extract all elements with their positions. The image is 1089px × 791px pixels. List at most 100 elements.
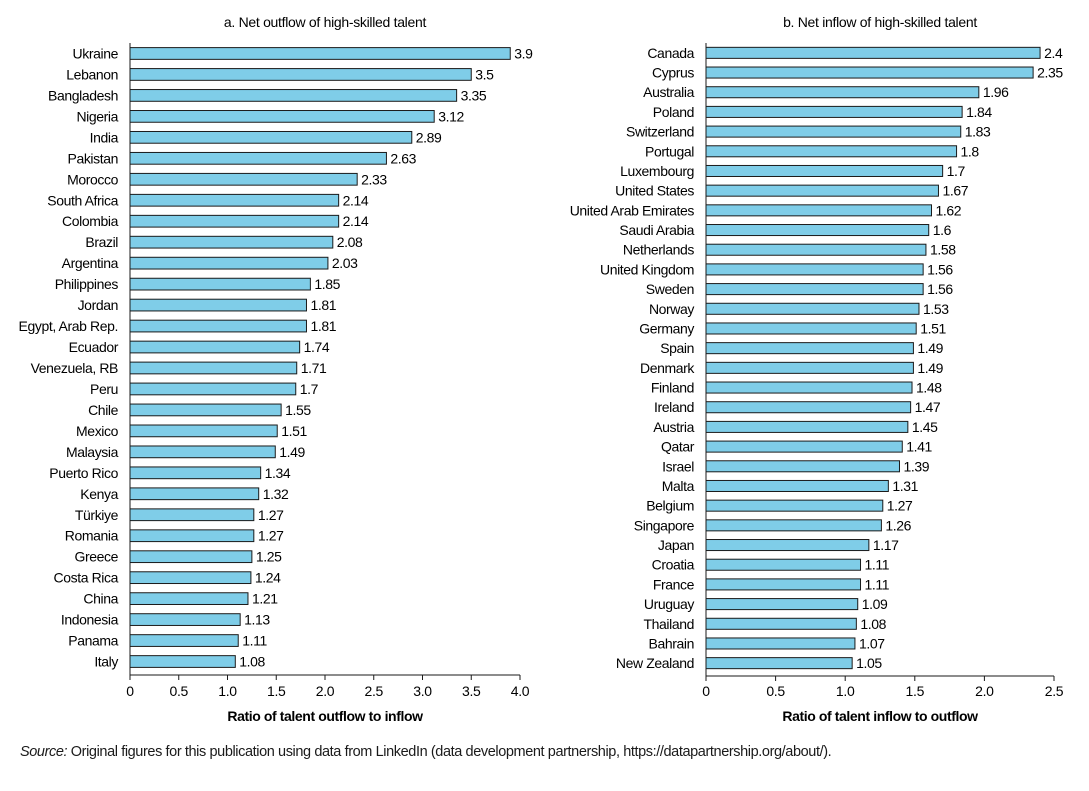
data-label: 1.8 [961, 143, 980, 159]
category-label: Luxembourg [620, 163, 694, 179]
bar [705, 617, 857, 630]
bar [129, 403, 282, 417]
category-label: Colombia [62, 213, 119, 229]
bar [129, 487, 260, 501]
data-label: 1.83 [965, 124, 991, 140]
category-label: Bangladesh [48, 87, 118, 103]
category-label: Norway [649, 301, 694, 317]
data-label: 1.49 [917, 360, 943, 376]
x-tick-label: 2.0 [316, 683, 335, 699]
data-label: 1.47 [915, 399, 941, 415]
bar [129, 424, 278, 438]
data-label: 3.35 [461, 87, 487, 103]
category-label: United States [615, 183, 694, 199]
data-label: 3.9 [514, 45, 533, 61]
panel-title: a. Net outflow of high-skilled talent [224, 14, 427, 30]
category-label: Italy [94, 654, 118, 670]
data-label: 1.27 [887, 498, 913, 514]
category-label: Switzerland [626, 124, 694, 140]
data-label: 2.08 [337, 234, 363, 250]
category-label: Brazil [85, 234, 118, 250]
data-label: 1.71 [301, 360, 327, 376]
bar [129, 172, 358, 186]
bar [705, 86, 980, 99]
data-label: 1.53 [923, 301, 949, 317]
data-label: 1.55 [285, 402, 311, 418]
data-label: 1.09 [862, 596, 888, 612]
data-label: 1.49 [917, 340, 943, 356]
data-label: 1.62 [936, 202, 962, 218]
bar [705, 598, 859, 611]
category-label: Qatar [661, 439, 695, 455]
category-label: Japan [658, 537, 694, 553]
category-label: Netherlands [623, 242, 694, 258]
x-tick-label: 4.0 [511, 683, 530, 699]
bar [129, 319, 307, 333]
category-label: Canada [647, 45, 694, 61]
source-text: Original figures for this publication us… [67, 744, 832, 760]
bar [129, 529, 255, 543]
category-label: Ireland [654, 399, 694, 415]
data-label: 2.14 [343, 213, 369, 229]
category-label: Portugal [645, 143, 694, 159]
bar [705, 243, 927, 256]
data-label: 1.27 [258, 528, 284, 544]
category-label: Ukraine [73, 45, 119, 61]
x-tick-label: 3.5 [462, 683, 481, 699]
bar [705, 558, 862, 571]
x-tick-label: 1.0 [836, 683, 855, 699]
bar [705, 105, 963, 118]
data-label: 1.51 [281, 423, 307, 439]
data-label: 1.05 [856, 655, 882, 671]
bar [705, 125, 962, 138]
category-label: Malta [662, 478, 695, 494]
data-label: 1.32 [263, 486, 289, 502]
figure-canvas: a. Net outflow of high-skilled talent Ukr… [19, 14, 1065, 724]
category-label: Venezuela, RB [31, 360, 118, 376]
data-label: 1.08 [860, 616, 886, 632]
source-note: Source: Original figures for this public… [20, 744, 832, 760]
x-tick-label: 0 [702, 683, 710, 699]
bar [705, 66, 1034, 79]
category-label: Malaysia [66, 444, 119, 460]
data-label: 1.27 [258, 507, 284, 523]
category-label: India [90, 129, 119, 145]
data-label: 1.07 [859, 635, 885, 651]
category-label: Egypt, Arab Rep. [19, 318, 118, 334]
x-tick-label: 1.5 [267, 683, 286, 699]
bar [705, 499, 884, 512]
bar [705, 322, 917, 335]
bar [129, 634, 239, 647]
data-label: 1.51 [920, 320, 946, 336]
bar [705, 519, 882, 532]
bar [129, 550, 253, 564]
bar [129, 382, 297, 396]
category-label: Pakistan [68, 150, 119, 166]
category-label: Greece [74, 549, 118, 565]
bar [129, 277, 311, 291]
bar [705, 440, 903, 453]
bar [705, 401, 912, 414]
data-label: 2.4 [1044, 45, 1063, 61]
bar [705, 361, 914, 374]
data-label: 1.34 [265, 465, 291, 481]
bar [129, 466, 262, 480]
data-label: 2.33 [361, 171, 387, 187]
bar [705, 224, 930, 237]
bar [705, 164, 944, 177]
bar [129, 214, 340, 228]
category-label: Germany [639, 320, 694, 336]
category-label: Israel [662, 458, 694, 474]
category-label: Ecuador [69, 339, 119, 355]
bar [705, 302, 920, 315]
data-label: 1.48 [916, 380, 942, 396]
data-label: 3.5 [475, 66, 494, 82]
category-label: United Arab Emirates [570, 202, 695, 218]
data-label: 1.74 [304, 339, 330, 355]
category-label: Kenya [80, 486, 118, 502]
category-label: Austria [653, 419, 694, 435]
category-label: Peru [90, 381, 118, 397]
category-label: Finland [651, 380, 694, 396]
data-label: 1.56 [927, 261, 953, 277]
category-label: Bahrain [649, 635, 694, 651]
